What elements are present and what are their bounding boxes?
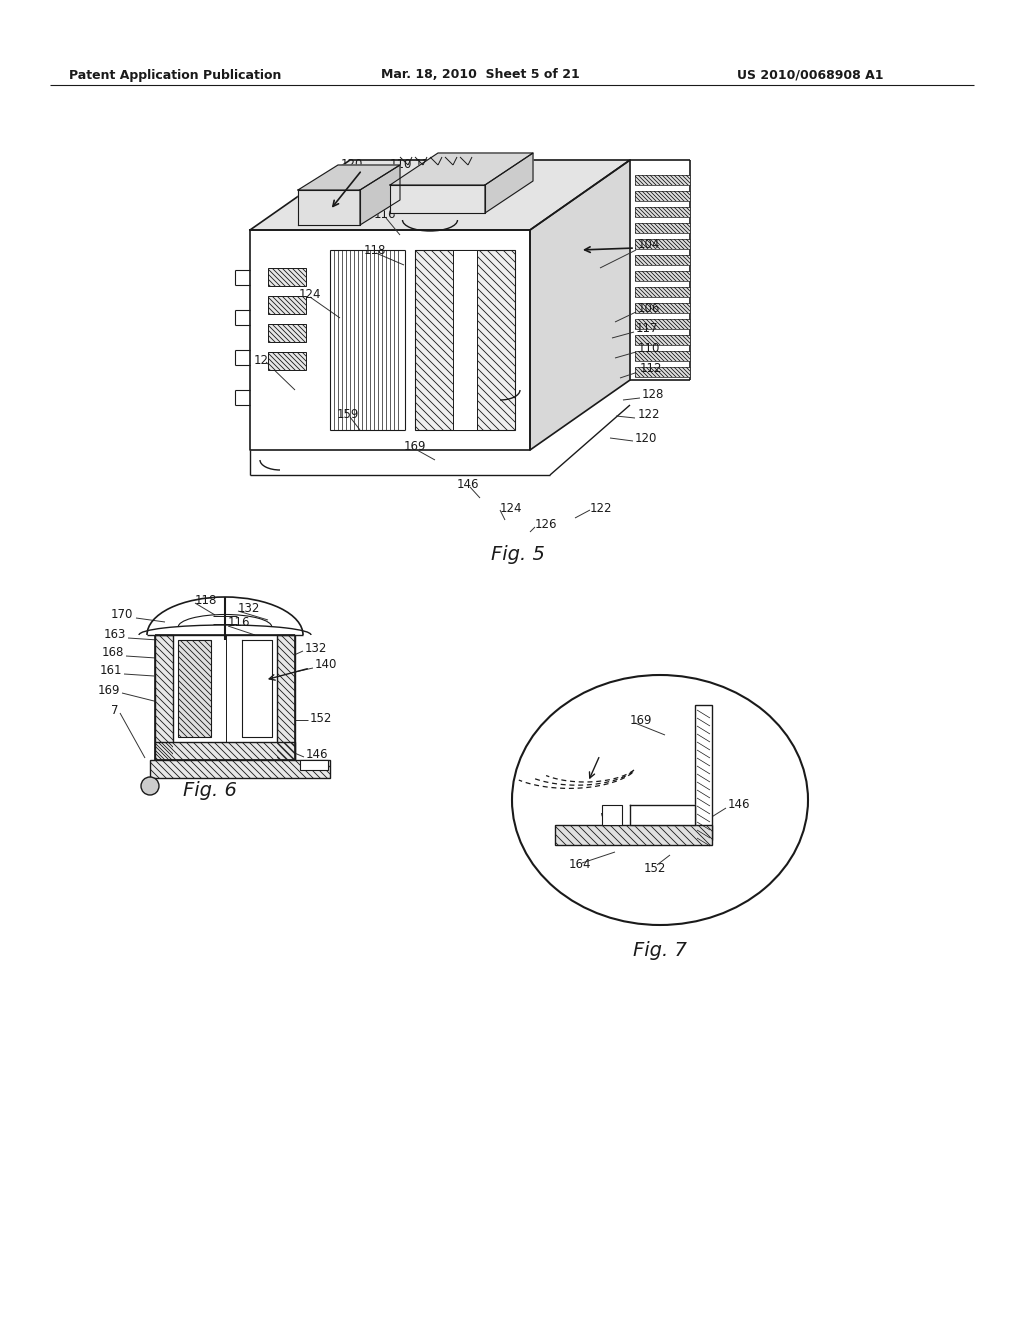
Text: 112: 112 [415,158,437,172]
Polygon shape [415,249,515,430]
Polygon shape [485,153,534,213]
Polygon shape [555,825,712,845]
Text: Fig. 5: Fig. 5 [492,545,545,565]
Text: Patent Application Publication: Patent Application Publication [69,69,282,82]
Text: 146: 146 [306,748,329,762]
Text: 108: 108 [334,191,356,205]
Bar [300,760,328,770]
Polygon shape [390,185,485,213]
Polygon shape [268,268,306,286]
Text: 168: 168 [101,647,124,660]
Bar [173,635,278,742]
Polygon shape [635,304,690,313]
Text: US 2010/0068908 A1: US 2010/0068908 A1 [736,69,884,82]
Text: 159: 159 [337,408,359,421]
Polygon shape [360,165,400,224]
Text: Fig. 7: Fig. 7 [633,940,687,960]
Polygon shape [635,286,690,297]
Polygon shape [630,805,695,825]
Text: 169: 169 [97,684,120,697]
Text: 104: 104 [638,239,660,252]
Text: 152: 152 [644,862,667,874]
Text: 146: 146 [457,478,479,491]
Polygon shape [635,367,690,378]
Text: 126: 126 [535,519,557,532]
Text: 120: 120 [341,158,362,172]
Text: 169: 169 [630,714,652,726]
Text: 161: 161 [99,664,122,677]
Text: 110: 110 [638,342,660,355]
Polygon shape [635,271,690,281]
Text: 112: 112 [640,362,663,375]
Polygon shape [250,230,530,450]
Polygon shape [390,153,534,185]
Text: 124: 124 [500,502,522,515]
Bar [602,805,622,825]
Polygon shape [635,191,690,201]
Polygon shape [695,705,712,840]
Polygon shape [242,640,272,737]
Text: 146: 146 [728,799,751,812]
Polygon shape [530,160,630,450]
Text: 163: 163 [103,628,126,642]
Text: Mar. 18, 2010  Sheet 5 of 21: Mar. 18, 2010 Sheet 5 of 21 [381,69,580,82]
Polygon shape [635,207,690,216]
Text: 169: 169 [403,441,426,454]
Text: 120: 120 [635,432,657,445]
Polygon shape [150,760,330,777]
Text: 140: 140 [315,659,337,672]
Text: 118: 118 [195,594,217,606]
Polygon shape [250,160,630,230]
Polygon shape [155,742,295,760]
Polygon shape [635,176,690,185]
Circle shape [141,777,159,795]
Polygon shape [298,190,360,224]
Text: 118: 118 [364,243,386,256]
Text: 116: 116 [374,209,396,222]
Polygon shape [155,635,173,760]
Polygon shape [178,640,211,737]
Text: 116: 116 [228,616,251,630]
Text: 170: 170 [111,609,133,622]
Polygon shape [298,165,400,190]
Text: 114: 114 [365,176,387,189]
Polygon shape [635,239,690,249]
Polygon shape [635,335,690,345]
Text: 164: 164 [568,858,591,871]
Polygon shape [635,255,690,265]
Polygon shape [268,352,306,370]
Polygon shape [635,319,690,329]
Polygon shape [635,223,690,234]
Text: 126: 126 [254,354,276,367]
Text: 152: 152 [310,711,333,725]
Text: 110: 110 [390,158,413,172]
Text: 106: 106 [638,301,660,314]
Polygon shape [268,323,306,342]
Polygon shape [278,635,295,760]
Bar [453,249,477,430]
Ellipse shape [512,675,808,925]
Text: 128: 128 [642,388,665,401]
Text: 7: 7 [111,704,118,717]
Text: 122: 122 [590,502,612,515]
Text: 132: 132 [238,602,260,615]
Text: 122: 122 [638,408,660,421]
Text: 124: 124 [299,289,322,301]
Polygon shape [635,351,690,360]
Polygon shape [268,296,306,314]
Text: 117: 117 [636,322,658,334]
Text: 132: 132 [305,642,328,655]
Text: Fig. 6: Fig. 6 [183,780,237,800]
